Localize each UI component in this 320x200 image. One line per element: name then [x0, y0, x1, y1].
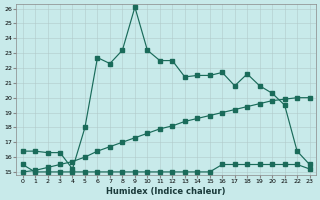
X-axis label: Humidex (Indice chaleur): Humidex (Indice chaleur) — [106, 187, 226, 196]
